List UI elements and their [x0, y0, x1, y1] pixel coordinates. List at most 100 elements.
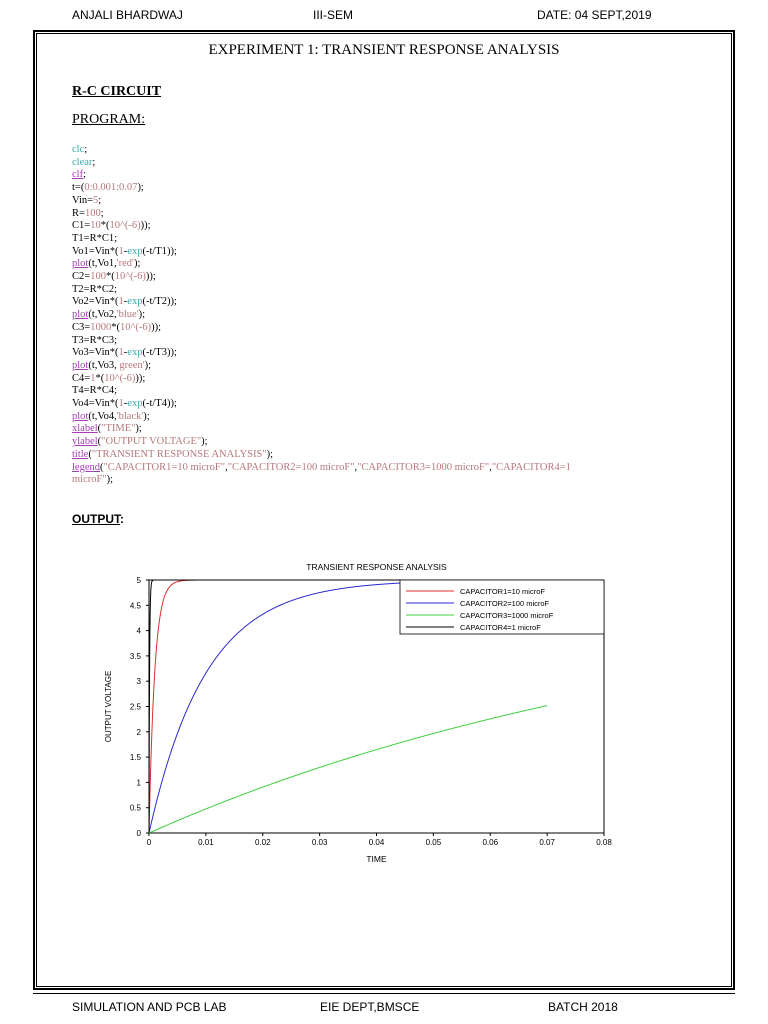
- y-tick-label: 5: [137, 576, 142, 585]
- code-token: 'blue': [116, 309, 139, 321]
- code-line: Vo1=Vin*(1-exp(-t/T1));: [72, 246, 672, 259]
- y-tick-label: 2: [137, 728, 142, 737]
- code-token: 1: [118, 398, 124, 410]
- code-token: (: [100, 461, 104, 473]
- code-line: plot(t,Vo1,'red');: [72, 258, 672, 271]
- code-token: ,: [225, 461, 228, 473]
- code-token: T4=R*C4;: [72, 385, 118, 397]
- legend-label: CAPACITOR2=100 microF: [460, 599, 550, 608]
- code-token: ;: [84, 144, 88, 155]
- legend-label: CAPACITOR3=1000 microF: [460, 611, 554, 620]
- legend-label: CAPACITOR1=10 microF: [460, 587, 545, 596]
- transient-response-chart: TRANSIENT RESPONSE ANALYSIS 0 0.01 0.02 0.03…: [104, 562, 612, 864]
- code-line: T2=R*C2;: [72, 284, 672, 297]
- code-token: 1: [118, 296, 124, 308]
- y-tick-label: 1: [137, 778, 142, 787]
- code-line: C1=10*(10^(-6)));: [72, 220, 672, 233]
- code-line: clf;: [72, 169, 672, 182]
- code-token: C4=: [72, 372, 91, 384]
- code-token: R=: [72, 207, 85, 219]
- code-token: exp: [127, 245, 143, 257]
- code-token: );: [133, 258, 141, 270]
- code-token: (-t/T4));: [142, 398, 177, 410]
- code-token: ,: [489, 461, 492, 473]
- code-line: clear;: [72, 157, 672, 170]
- program-label: PROGRAM:: [72, 112, 146, 127]
- code-token: );: [106, 474, 114, 486]
- x-axis-label: TIME: [366, 854, 387, 864]
- code-line: Vo3=Vin*(1-exp(-t/T3));: [72, 347, 672, 360]
- code-line: title("TRANSIENT RESPONSE ANALYSIS");: [72, 449, 672, 462]
- chart-title: TRANSIENT RESPONSE ANALYSIS: [306, 562, 447, 572]
- code-token: clear: [72, 156, 93, 168]
- code-line: clc;: [72, 144, 672, 157]
- code-token: *(: [100, 220, 110, 232]
- y-axis-label: OUTPUT VOLTAGE: [104, 671, 113, 743]
- code-token: ));: [151, 321, 162, 333]
- code-line: T4=R*C4;: [72, 385, 672, 398]
- code-listing: clc; clear; clf; t=(0:0.001:0.07); Vin=5; R=1…: [72, 144, 672, 487]
- date: DATE: 04 SEPT,2019: [537, 8, 652, 22]
- code-token: exp: [127, 347, 143, 359]
- x-tick-label: 0.06: [482, 838, 498, 847]
- legend-label: CAPACITOR4=1 microF: [460, 623, 541, 632]
- x-tick-label: 0.04: [369, 838, 385, 847]
- code-token: T1=R*C1;: [72, 232, 118, 244]
- code-token: ,: [354, 461, 358, 473]
- x-tick-label: 0.02: [255, 838, 271, 847]
- code-token: ;: [98, 194, 102, 206]
- code-token: Vo4=Vin*(: [72, 398, 119, 410]
- code-token: "CAPACITOR3=1000 microF": [357, 461, 490, 473]
- code-token: -: [123, 296, 128, 308]
- code-token: ));: [135, 372, 146, 384]
- code-line: Vo2=Vin*(1-exp(-t/T2));: [72, 296, 672, 309]
- code-token: 'black': [116, 410, 144, 422]
- code-token: green': [119, 359, 145, 371]
- code-token: plot: [72, 359, 89, 371]
- code-token: ;: [92, 156, 96, 168]
- code-line: plot(t,Vo3, green');: [72, 360, 672, 373]
- code-token: title: [72, 448, 89, 460]
- code-token: 1: [118, 347, 124, 359]
- code-token: legend: [72, 461, 100, 473]
- code-token: C2=: [72, 271, 91, 283]
- code-token: ));: [145, 271, 156, 283]
- y-tick-label: 4.5: [130, 601, 142, 610]
- x-tick-label: 0.01: [198, 838, 214, 847]
- code-line: Vo4=Vin*(1-exp(-t/T4));: [72, 398, 672, 411]
- code-token: Vin=: [72, 194, 94, 206]
- code-token: (t,Vo3,: [88, 359, 120, 371]
- code-token: );: [201, 436, 208, 448]
- code-token: plot: [72, 258, 89, 270]
- code-token: *(: [111, 321, 120, 333]
- code-line: microF");: [72, 474, 672, 487]
- code-token: 10^(-6): [119, 321, 152, 333]
- code-token: );: [144, 359, 152, 371]
- code-token: 5: [93, 194, 99, 206]
- output-label: OUTPUT:: [72, 512, 124, 526]
- y-tick-label: 1.5: [130, 753, 142, 762]
- code-token: 1: [90, 372, 96, 384]
- x-tick-label: 0.05: [426, 838, 442, 847]
- code-token: 10^(-6): [104, 372, 136, 384]
- author-name: ANJALI BHARDWAJ: [72, 8, 183, 22]
- code-line: C4=1*(10^(-6)));: [72, 373, 672, 386]
- code-token: *(: [105, 271, 115, 283]
- code-token: (: [97, 423, 102, 435]
- code-token: C3=: [72, 321, 91, 333]
- page-footer: SIMULATION AND PCB LAB EIE DEPT,BMSCE BA…: [0, 1000, 768, 1020]
- code-token: );: [266, 448, 274, 460]
- code-line: T3=R*C3;: [72, 335, 672, 348]
- x-tick-label: 0.03: [312, 838, 328, 847]
- code-token: 0:0.001:0.07: [84, 182, 138, 194]
- code-token: T2=R*C2;: [72, 283, 118, 295]
- batch: BATCH 2018: [548, 1000, 618, 1014]
- code-token: (-t/T1));: [142, 245, 177, 257]
- code-token: clc: [72, 144, 85, 155]
- code-token: (: [97, 436, 102, 448]
- code-token: ));: [140, 220, 151, 232]
- y-tick-label: 2.5: [130, 703, 142, 712]
- code-token: "CAPACITOR1=10 microF": [103, 461, 226, 473]
- code-token: Vo2=Vin*(: [72, 296, 119, 308]
- code-token: 1: [118, 245, 124, 257]
